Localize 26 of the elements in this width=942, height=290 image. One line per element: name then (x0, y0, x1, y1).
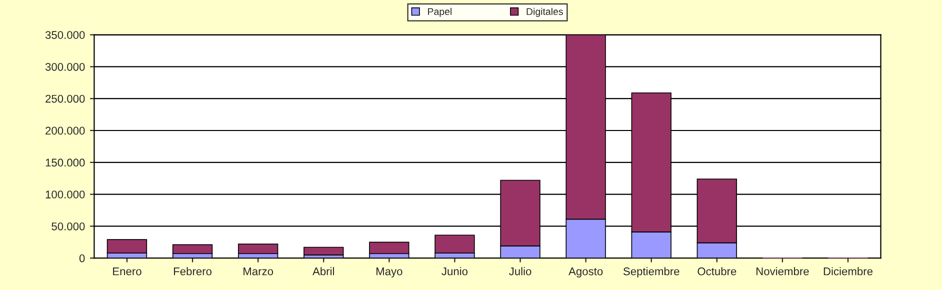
bar (304, 246, 344, 256)
y-tick-label: 50.000 (52, 222, 85, 230)
x-tick-label: Febrero (174, 267, 212, 276)
x-tick-label: Enero (113, 268, 142, 276)
x-tick-label: Diciembre (824, 267, 873, 276)
x-tick-label: Agosto (568, 268, 603, 278)
y-tick-label: 200.000 (46, 126, 85, 135)
x-tick-label: Julio (509, 267, 532, 276)
x-tick-label: Abril (312, 267, 334, 276)
x-tick-label: Noviembre (756, 267, 809, 276)
bar (369, 242, 410, 254)
y-tick-label: 0 (79, 254, 85, 262)
y-tick-label: 350.000 (45, 31, 85, 39)
y-tick-label: 150.000 (46, 158, 85, 167)
y-tick-label: 300.000 (45, 62, 85, 71)
legend-label: Papel (428, 8, 452, 17)
legend-label: Digitales (526, 8, 563, 17)
x-tick-label: Octubre (698, 267, 736, 276)
x-tick-label: Septiembre (623, 267, 680, 278)
x-tick-label: Mayo (376, 268, 402, 278)
y-tick-label: 100.000 (46, 190, 85, 198)
bar (172, 244, 213, 254)
bar (238, 244, 278, 254)
y-tick-label: 250.000 (46, 94, 85, 103)
x-tick-label: Marzo (244, 268, 274, 276)
x-tick-label: Junio (442, 267, 468, 276)
